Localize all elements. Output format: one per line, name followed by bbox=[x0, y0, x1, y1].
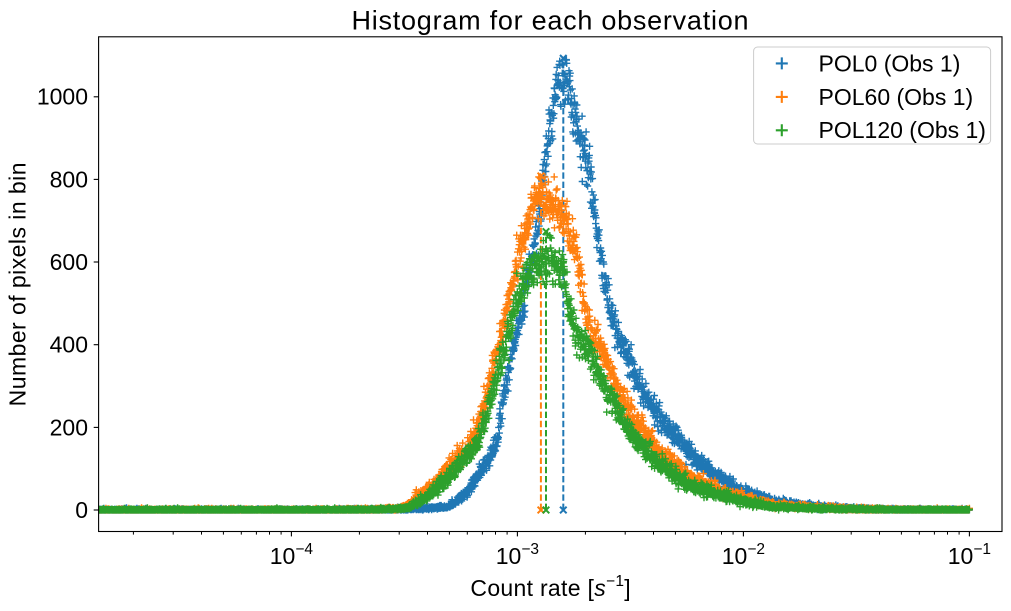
svg-text:200: 200 bbox=[50, 414, 88, 440]
svg-text:Count rate [s−1]: Count rate [s−1] bbox=[470, 573, 631, 601]
svg-text:1000: 1000 bbox=[37, 84, 88, 110]
svg-text:800: 800 bbox=[50, 166, 88, 192]
svg-text:Number of pixels in bin: Number of pixels in bin bbox=[4, 162, 30, 406]
svg-text:400: 400 bbox=[50, 332, 88, 358]
svg-text:Histogram for each observation: Histogram for each observation bbox=[352, 6, 750, 36]
svg-text:0: 0 bbox=[75, 497, 88, 523]
svg-text:600: 600 bbox=[50, 249, 88, 275]
svg-text:10−4: 10−4 bbox=[270, 541, 314, 569]
svg-text:POL120 (Obs 1): POL120 (Obs 1) bbox=[819, 117, 986, 143]
svg-text:POL0 (Obs 1): POL0 (Obs 1) bbox=[819, 50, 961, 76]
svg-text:POL60 (Obs 1): POL60 (Obs 1) bbox=[819, 84, 974, 110]
